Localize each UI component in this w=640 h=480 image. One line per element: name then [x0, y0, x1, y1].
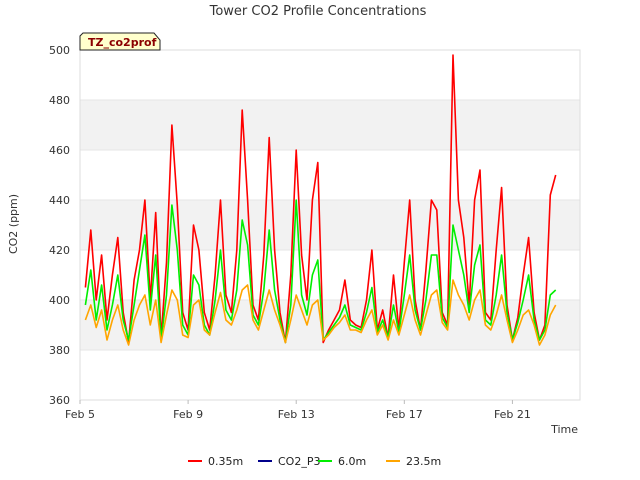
legend-label: 0.35m — [208, 455, 243, 468]
legend-label: CO2_P3 — [278, 455, 320, 468]
y-tick-label: 380 — [49, 344, 70, 357]
x-tick-label: Feb 5 — [65, 408, 95, 421]
plot-background — [80, 100, 580, 350]
series-line-0-35m — [84, 54, 557, 344]
grid-band — [80, 100, 580, 150]
y-tick-label: 460 — [49, 144, 70, 157]
badge-shape — [79, 32, 161, 51]
x-axis-ticks: Feb 5 Feb 9 Feb 13 Feb 17 Feb 21 — [65, 400, 531, 421]
y-tick-label: 440 — [49, 194, 70, 207]
plot-frame — [79, 49, 581, 401]
legend-label: 23.5m — [406, 455, 441, 468]
x-tick-label: Feb 17 — [386, 408, 423, 421]
y-tick-label: 360 — [49, 394, 70, 407]
x-tick-label: Feb 9 — [173, 408, 203, 421]
series-line-23-5m — [84, 279, 557, 346]
series-line-6-0m — [84, 199, 557, 344]
y-axis-label: CO2 (ppm) — [7, 194, 20, 254]
legend-label: 6.0m — [338, 455, 366, 468]
y-axis-ticks: 360 380 400 420 440 460 480 500 — [49, 44, 70, 407]
x-axis-label: Time — [550, 423, 578, 436]
x-tick-label: Feb 21 — [494, 408, 531, 421]
legend: 0.35m CO2_P3 6.0m 23.5m — [188, 455, 441, 468]
badge-label: TZ_co2prof — [88, 36, 157, 49]
y-tick-label: 480 — [49, 94, 70, 107]
x-tick-label: Feb 13 — [278, 408, 315, 421]
series-lines — [84, 54, 557, 346]
y-tick-label: 420 — [49, 244, 70, 257]
station-badge: TZ_co2prof — [79, 32, 161, 51]
y-tick-label: 400 — [49, 294, 70, 307]
y-tick-label: 500 — [49, 44, 70, 57]
chart-title: Tower CO2 Profile Concentrations — [209, 4, 427, 19]
